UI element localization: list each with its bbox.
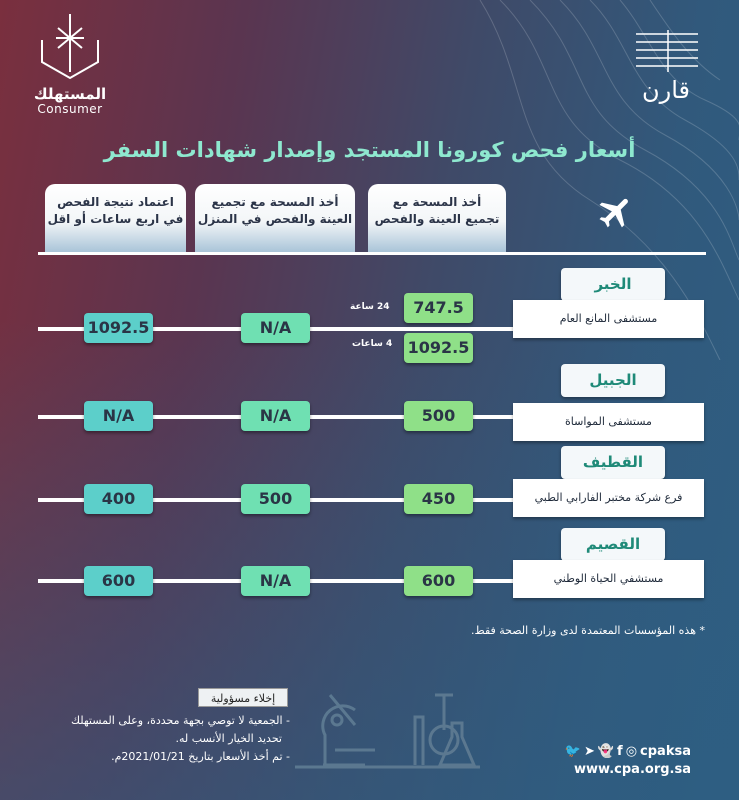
price-col3: N/A (84, 401, 153, 431)
consumer-emblem-icon (41, 14, 99, 80)
telegram-icon[interactable]: ➤ (583, 744, 595, 759)
column-header-line: تجميع العينة والفحص (374, 212, 500, 226)
city-label-qassim: القصيم (561, 528, 665, 561)
duration-label: 4 ساعات (352, 339, 393, 349)
qarin-logo-text: قارن (642, 76, 690, 104)
qarin-emblem-icon (636, 30, 698, 72)
column-header-four-hours: اعتماد نتيجة الفحص في اربع ساعات أو اقل (45, 184, 186, 252)
website-link[interactable]: www.cpa.org.sa (574, 762, 691, 777)
price-col2: N/A (241, 313, 310, 343)
hospital-name: فرع شركة مختبر الفارابي الطبي (513, 479, 704, 517)
column-header-line: اعتماد نتيجة الفحص (57, 195, 174, 209)
price-col1-4h: 1092.5 (404, 333, 473, 363)
price-col2: N/A (241, 401, 310, 431)
consumer-logo: المستهلك Consumer (32, 12, 108, 116)
instagram-icon[interactable]: ◎ (625, 744, 638, 759)
disclaimer-text: - الجمعية لا توصي بجهة محددة، وعلى المست… (10, 712, 290, 766)
social-handle[interactable]: cpaksa (640, 744, 691, 759)
snapchat-icon[interactable]: 👻 (597, 744, 615, 759)
facebook-icon[interactable]: f (617, 744, 623, 759)
hospital-name: مستشفي الحياة الوطني (513, 560, 704, 598)
column-header-line: أخذ المسحة مع (392, 195, 482, 209)
consumer-logo-english: Consumer (37, 102, 103, 116)
price-col3: 1092.5 (84, 313, 153, 343)
column-header-line: في اربع ساعات أو اقل (47, 212, 184, 226)
column-header-line: أخذ المسحة مع تجميع (211, 195, 339, 209)
city-label-jubail: الجبيل (561, 364, 665, 397)
price-col1: 600 (404, 566, 473, 596)
duration-label: 24 ساعة (350, 302, 390, 312)
disclaimer-line: - الجمعية لا توصي بجهة محددة، وعلى المست… (70, 714, 290, 727)
price-col2: 500 (241, 484, 310, 514)
footnote: * هذه المؤسسات المعتمدة لدى وزارة الصحة … (471, 624, 705, 637)
social-links: 🐦 ➤ 👻 f ◎ cpaksa (565, 744, 691, 759)
disclaimer-line: - تم أخذ الأسعار بتاريخ 2021/01/21م. (111, 750, 290, 763)
price-col3: 400 (84, 484, 153, 514)
twitter-icon[interactable]: 🐦 (564, 744, 581, 759)
column-header-home-test: أخذ المسحة مع تجميع العينة والفحص في الم… (195, 184, 355, 252)
page-title: أسعار فحص كورونا المستجد وإصدار شهادات ا… (103, 138, 636, 162)
price-col3: 600 (84, 566, 153, 596)
lab-equipment-icon (295, 693, 480, 769)
hospital-name: مستشفى المانع العام (513, 300, 704, 338)
qarin-logo: قارن (630, 30, 702, 104)
price-col1: 500 (404, 401, 473, 431)
hospital-name: مستشفى المواساة (513, 403, 704, 441)
airplane-icon (599, 198, 628, 228)
header-divider (38, 252, 706, 255)
column-header-swab-collection: أخذ المسحة مع تجميع العينة والفحص (368, 184, 506, 252)
price-col1: 450 (404, 484, 473, 514)
city-label-khobar: الخبر (561, 268, 665, 301)
disclaimer-line: تحديد الخيار الأنسب له. (175, 732, 282, 745)
price-col2: N/A (241, 566, 310, 596)
consumer-logo-arabic: المستهلك (33, 85, 107, 103)
disclaimer-heading: إخلاء مسؤولية (198, 688, 288, 707)
city-label-qatif: القطيف (561, 446, 665, 479)
price-col1-24h: 747.5 (404, 293, 473, 323)
column-header-line: العينة والفحص في المنزل (197, 212, 353, 226)
